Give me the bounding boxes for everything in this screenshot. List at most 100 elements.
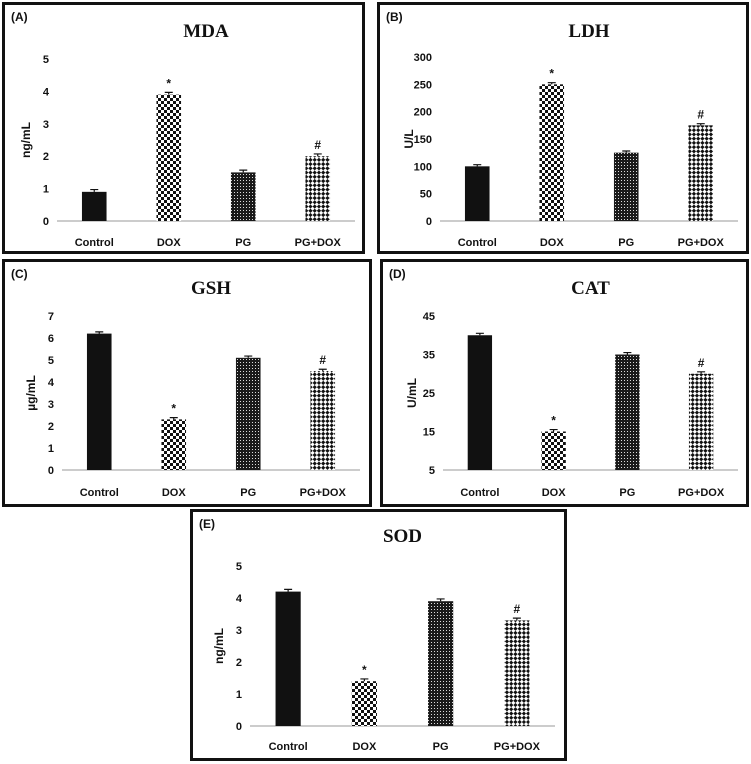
bar-control bbox=[467, 335, 493, 470]
significance-star: * bbox=[362, 663, 367, 677]
error-bar bbox=[475, 332, 484, 336]
y-tick-label: 45 bbox=[423, 311, 435, 323]
x-tick-label: DOX bbox=[162, 487, 187, 499]
x-tick-label: PG+DOX bbox=[295, 237, 342, 249]
error-bar bbox=[436, 598, 445, 602]
bar-pg bbox=[428, 601, 454, 726]
chart-svg-gsh: (C) GSH µg/mL 0 1 2 3 4 5 6 7 Control * DOX PG # PG+DOX bbox=[11, 267, 360, 499]
x-tick-label: Control bbox=[80, 487, 119, 499]
x-tick-label: PG bbox=[433, 741, 449, 753]
x-tick-label: PG bbox=[619, 487, 635, 499]
significance-star: * bbox=[166, 76, 171, 90]
error-bar bbox=[169, 417, 178, 420]
chart-panel-gsh: (C) GSH µg/mL 0 1 2 3 4 5 6 7 Control * DOX PG # PG+DOX bbox=[2, 259, 372, 507]
y-tick-label: 0 bbox=[236, 721, 242, 733]
significance-star: * bbox=[549, 67, 554, 81]
significance-hash: # bbox=[697, 108, 704, 122]
bar-pg-dox bbox=[688, 125, 714, 221]
x-tick-label: PG+DOX bbox=[678, 237, 725, 249]
bar-dox bbox=[351, 681, 377, 726]
y-tick-label: 25 bbox=[423, 388, 435, 400]
error-bar bbox=[547, 82, 556, 85]
y-tick-label: 4 bbox=[43, 86, 50, 98]
chart-title: GSH bbox=[191, 278, 231, 299]
error-bar bbox=[549, 428, 558, 432]
error-bar bbox=[622, 150, 631, 153]
error-bar bbox=[164, 91, 173, 95]
x-tick-label: PG bbox=[240, 487, 256, 499]
error-bar bbox=[623, 351, 632, 355]
bar-control bbox=[81, 191, 107, 221]
chart-panel-sod: (E) SOD ng/mL 0 1 2 3 4 5 Control * DOX PG # PG+DOX bbox=[190, 509, 567, 761]
x-tick-label: PG bbox=[618, 237, 634, 249]
y-axis-label: U/mL bbox=[405, 378, 419, 408]
y-axis-label: U/L bbox=[402, 129, 416, 148]
error-bar bbox=[95, 331, 104, 334]
bar-pg-dox bbox=[310, 371, 336, 470]
y-tick-label: 100 bbox=[414, 161, 432, 173]
y-tick-label: 5 bbox=[43, 54, 49, 66]
x-tick-label: PG+DOX bbox=[494, 741, 541, 753]
panel-label: (C) bbox=[11, 267, 28, 281]
x-tick-label: Control bbox=[269, 741, 308, 753]
y-tick-label: 2 bbox=[236, 657, 242, 669]
chart-svg-mda: (A) MDA ng/mL 0 1 2 3 4 5 Control * DOX PG # PG+DOX bbox=[11, 10, 355, 249]
bar-pg bbox=[613, 152, 639, 221]
chart-panel-mda: (A) MDA ng/mL 0 1 2 3 4 5 Control * DOX PG # PG+DOX bbox=[2, 2, 365, 254]
y-tick-label: 5 bbox=[236, 561, 242, 573]
chart-title: MDA bbox=[183, 21, 229, 42]
panel-label: (E) bbox=[199, 517, 215, 531]
y-tick-label: 35 bbox=[423, 350, 435, 362]
y-axis-label: µg/mL bbox=[24, 375, 38, 411]
bar-dox bbox=[539, 84, 565, 221]
y-tick-label: 1 bbox=[48, 443, 54, 455]
y-tick-label: 2 bbox=[48, 421, 54, 433]
x-tick-label: DOX bbox=[157, 237, 182, 249]
chart-title: CAT bbox=[571, 278, 610, 299]
error-bar bbox=[239, 169, 248, 173]
x-tick-label: PG+DOX bbox=[678, 487, 725, 499]
significance-star: * bbox=[551, 414, 556, 428]
x-tick-label: Control bbox=[75, 237, 114, 249]
y-tick-label: 15 bbox=[423, 427, 435, 439]
chart-svg-sod: (E) SOD ng/mL 0 1 2 3 4 5 Control * DOX PG # PG+DOX bbox=[199, 517, 555, 753]
error-bar bbox=[244, 355, 253, 358]
significance-hash: # bbox=[319, 353, 326, 367]
x-tick-label: PG+DOX bbox=[300, 487, 347, 499]
y-tick-label: 1 bbox=[236, 689, 242, 701]
y-tick-label: 200 bbox=[414, 107, 432, 119]
y-tick-label: 2 bbox=[43, 151, 49, 163]
y-tick-label: 50 bbox=[420, 189, 432, 201]
chart-svg-cat: (D) CAT U/mL 5 15 25 35 45 Control * DOX PG # PG+DOX bbox=[389, 267, 738, 499]
y-tick-label: 5 bbox=[48, 355, 54, 367]
error-bar bbox=[512, 617, 521, 621]
bar-control bbox=[464, 166, 490, 221]
bar-control bbox=[86, 333, 112, 470]
significance-hash: # bbox=[514, 602, 521, 616]
bar-pg-dox bbox=[504, 620, 530, 726]
bar-pg bbox=[615, 354, 640, 470]
x-tick-label: DOX bbox=[540, 237, 565, 249]
bar-control bbox=[275, 591, 301, 726]
bar-dox bbox=[156, 94, 182, 221]
error-bar bbox=[696, 123, 705, 126]
error-bar bbox=[697, 371, 706, 374]
x-tick-label: PG bbox=[235, 237, 251, 249]
significance-hash: # bbox=[314, 138, 321, 152]
y-tick-label: 4 bbox=[48, 377, 55, 389]
panel-label: (D) bbox=[389, 267, 406, 281]
panel-label: (A) bbox=[11, 10, 28, 24]
x-tick-label: Control bbox=[460, 487, 499, 499]
y-tick-label: 3 bbox=[236, 625, 242, 637]
significance-hash: # bbox=[698, 356, 705, 370]
y-tick-label: 150 bbox=[414, 134, 432, 146]
error-bar bbox=[473, 164, 482, 167]
y-tick-label: 7 bbox=[48, 311, 54, 323]
x-tick-label: DOX bbox=[352, 741, 377, 753]
bar-pg bbox=[230, 172, 256, 221]
bar-dox bbox=[161, 419, 187, 470]
y-tick-label: 300 bbox=[414, 52, 432, 64]
significance-star: * bbox=[171, 402, 176, 416]
bar-pg-dox bbox=[688, 373, 714, 470]
y-tick-label: 5 bbox=[429, 465, 435, 477]
